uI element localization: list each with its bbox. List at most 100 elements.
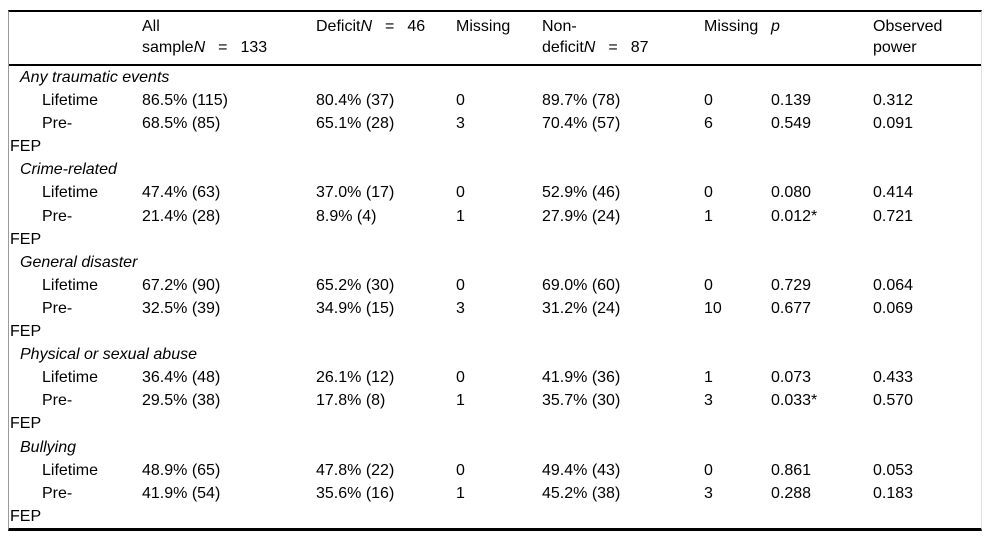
cell-observed-power: 0.312 (873, 92, 914, 110)
cell-non-deficit: 69.0% (60) (542, 276, 621, 294)
cell-deficit: 34.9% (15) (316, 299, 395, 317)
row-label: Lifetime (42, 184, 99, 202)
cell-non-deficit: 35.7% (30) (542, 392, 621, 410)
cell-deficit: 17.8% (8) (316, 392, 386, 410)
cell-missing-deficit: 0 (456, 276, 465, 294)
col-header-observed-power: Observed power (873, 16, 981, 58)
cell-non-deficit: 89.7% (78) (542, 92, 621, 110)
cell-missing-deficit: 3 (456, 115, 465, 133)
cell-p-value: 0.012* (771, 207, 818, 225)
cell-deficit: 35.6% (16) (316, 484, 395, 502)
group-title: Any traumatic events (20, 69, 170, 86)
group-title: General disaster (20, 253, 138, 271)
row-label: Lifetime (42, 276, 99, 294)
cell-observed-power: 0.433 (873, 369, 914, 387)
table-row: Pre- FEP 29.5% (38) 17.8% (8) 1 35.7% (30… (9, 389, 981, 435)
cell-missing-deficit: 1 (456, 392, 465, 410)
cell-missing-non-deficit: 3 (704, 392, 713, 410)
table-body: Any traumatic events Lifetime 86.5% (115… (9, 66, 981, 528)
n-value: 87 (630, 39, 649, 56)
cell-missing-non-deficit: 6 (704, 115, 713, 133)
table-row: Lifetime 47.4% (63) 37.0% (17) 0 52.9% (… (9, 181, 981, 204)
row-label: Pre- FEP (10, 115, 73, 156)
header-label: deficit (542, 39, 584, 56)
cell-observed-power: 0.053 (873, 461, 914, 479)
cell-missing-deficit: 0 (456, 92, 465, 110)
row-label: Pre- FEP (10, 299, 73, 341)
row-label: Lifetime (42, 92, 99, 110)
cell-missing-non-deficit: 1 (704, 369, 713, 387)
cell-deficit: 65.1% (28) (316, 115, 395, 133)
header-line: DeficitN = 46 (316, 16, 456, 37)
cell-missing-non-deficit: 10 (704, 299, 722, 317)
header-line: deficitN = 87 (542, 37, 704, 58)
table-row: Pre- FEP 21.4% (28) 8.9% (4) 1 27.9% (24)… (9, 205, 981, 251)
cell-missing-deficit: 0 (456, 461, 465, 479)
equals-sign: = (385, 18, 395, 35)
cell-observed-power: 0.064 (873, 276, 914, 294)
cell-missing-deficit: 0 (456, 184, 465, 202)
cell-missing-non-deficit: 0 (704, 184, 713, 202)
cell-non-deficit: 49.4% (43) (542, 461, 621, 479)
table-row: Pre- FEP 41.9% (54) 35.6% (16) 1 45.2% (3… (9, 482, 981, 528)
cell-non-deficit: 31.2% (24) (542, 299, 621, 317)
header-label: Deficit (316, 18, 361, 35)
table-row: Pre- FEP 68.5% (85) 65.1% (28) 3 70.4% (5… (9, 112, 981, 158)
col-header-missing-deficit: Missing (456, 18, 511, 35)
cell-all-sample: 32.5% (39) (142, 299, 221, 317)
cell-non-deficit: 70.4% (57) (542, 115, 621, 133)
n-value: 46 (407, 18, 426, 35)
cell-observed-power: 0.091 (873, 115, 914, 133)
cell-deficit: 26.1% (12) (316, 369, 395, 387)
cell-observed-power: 0.570 (873, 392, 914, 410)
row-label: Lifetime (42, 461, 99, 479)
cell-p-value: 0.729 (771, 276, 812, 294)
equals-sign: = (608, 39, 618, 56)
col-header-missing-non-deficit: Missing (704, 18, 759, 35)
cell-non-deficit: 27.9% (24) (542, 207, 621, 225)
cell-observed-power: 0.183 (873, 484, 914, 502)
cell-all-sample: 68.5% (85) (142, 115, 221, 133)
col-header-deficit: DeficitN = 46 (316, 16, 456, 58)
table-row: Lifetime 48.9% (65) 47.8% (22) 0 49.4% (… (9, 459, 981, 482)
group-title: Crime-related (20, 161, 117, 179)
header-line: Observed (873, 18, 943, 35)
cell-missing-deficit: 1 (456, 207, 465, 225)
col-header-non-deficit: Non- deficitN = 87 (542, 16, 704, 58)
cell-non-deficit: 45.2% (38) (542, 484, 621, 502)
cell-observed-power: 0.721 (873, 207, 914, 225)
cell-p-value: 0.288 (771, 484, 812, 502)
equals-sign: = (218, 39, 228, 56)
group-title: Physical or sexual abuse (20, 346, 197, 364)
trauma-statistics-table: All sampleN = 133 DeficitN = 46 Missing Non-… (8, 10, 982, 531)
header-line: sampleN = 133 (142, 37, 316, 58)
col-header-empty (9, 16, 142, 58)
cell-all-sample: 29.5% (38) (142, 392, 221, 410)
row-label: Pre- FEP (10, 207, 73, 248)
cell-non-deficit: 41.9% (36) (542, 369, 621, 387)
header-line: All (142, 18, 160, 35)
cell-missing-non-deficit: 1 (704, 207, 713, 225)
cell-p-value: 0.861 (771, 461, 812, 479)
cell-p-value: 0.139 (771, 92, 812, 110)
cell-all-sample: 67.2% (90) (142, 276, 221, 294)
cell-missing-deficit: 0 (456, 369, 465, 387)
cell-p-value: 0.677 (771, 299, 812, 317)
cell-missing-non-deficit: 0 (704, 92, 713, 110)
row-label: Pre- FEP (10, 392, 73, 433)
cell-missing-deficit: 1 (456, 484, 465, 502)
cell-p-value: 0.073 (771, 369, 812, 387)
cell-deficit: 65.2% (30) (316, 276, 395, 294)
table-row: Lifetime 67.2% (90) 65.2% (30) 0 69.0% (… (9, 274, 981, 297)
table-header-row: All sampleN = 133 DeficitN = 46 Missing Non-… (9, 12, 981, 66)
cell-observed-power: 0.414 (873, 184, 914, 202)
n-symbol: N (360, 18, 373, 35)
cell-all-sample: 86.5% (115) (142, 92, 228, 110)
cell-all-sample: 48.9% (65) (142, 461, 221, 479)
cell-observed-power: 0.069 (873, 299, 914, 317)
cell-deficit: 8.9% (4) (316, 207, 377, 225)
header-line: Non- (542, 18, 577, 35)
cell-deficit: 37.0% (17) (316, 184, 395, 202)
cell-all-sample: 36.4% (48) (142, 369, 221, 387)
row-label: Lifetime (42, 369, 99, 387)
